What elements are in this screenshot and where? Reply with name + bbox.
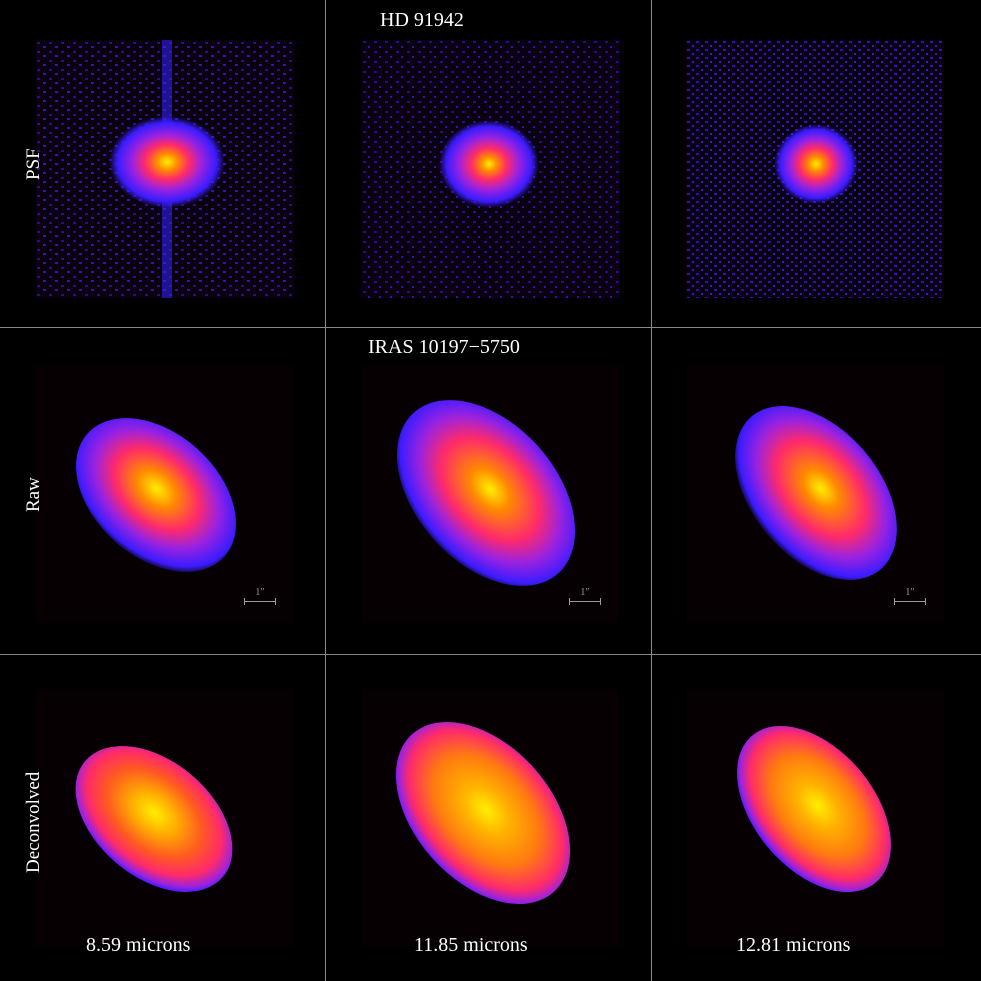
scale-bar: 1″: [569, 587, 601, 605]
grid-divider-horizontal-2: [0, 654, 981, 655]
deconvolved-image-11-85: [361, 689, 619, 947]
psf-image-8-59: [36, 40, 294, 298]
row-label-psf: PSF: [23, 148, 44, 180]
column-label-8-59: 8.59 microns: [86, 934, 191, 956]
psf-image-11-85: [361, 40, 619, 298]
row-label-raw: Raw: [23, 477, 44, 512]
deconvolved-image-8-59: [36, 689, 294, 947]
column-label-12-81: 12.81 microns: [736, 934, 851, 956]
middle-title: IRAS 10197−5750: [368, 336, 520, 358]
grid-divider-horizontal-1: [0, 327, 981, 328]
raw-image-12-81: 1″: [686, 365, 944, 623]
scale-bar: 1″: [894, 587, 926, 605]
grid-divider-vertical-2: [651, 0, 652, 981]
deconvolved-image-12-81: [686, 689, 944, 947]
raw-image-11-85: 1″: [361, 365, 619, 623]
grid-divider-vertical-1: [325, 0, 326, 981]
raw-image-8-59: 1″: [36, 365, 294, 623]
column-label-11-85: 11.85 microns: [414, 934, 528, 956]
row-label-deconvolved: Deconvolved: [23, 771, 44, 873]
psf-image-12-81: [686, 40, 944, 298]
scale-bar: 1″: [244, 587, 276, 605]
top-title: HD 91942: [380, 9, 464, 31]
